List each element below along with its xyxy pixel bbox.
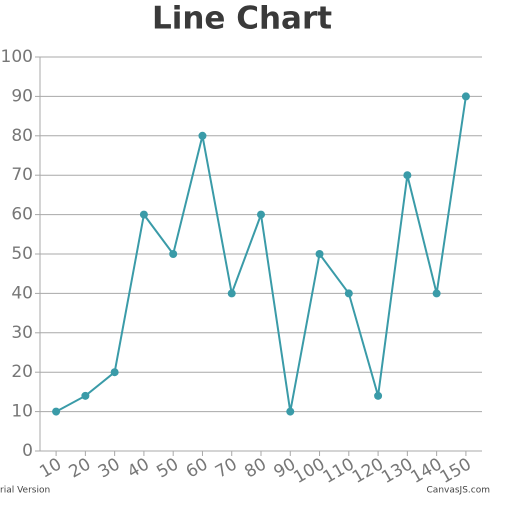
y-tick-label: 100: [1, 47, 33, 67]
x-tick-label: 30: [95, 454, 124, 482]
point: [257, 210, 265, 219]
x-tick-label: 10: [36, 454, 65, 482]
point: [315, 250, 324, 258]
y-tick-label: 70: [11, 165, 33, 185]
point: [169, 250, 178, 258]
point: [110, 368, 119, 377]
point: [198, 131, 207, 140]
point: [81, 391, 90, 400]
y-tick-label: 40: [11, 283, 33, 303]
point: [374, 391, 383, 400]
x-tick-label: 80: [241, 454, 270, 482]
watermark: rial Version: [0, 486, 50, 496]
point: [52, 407, 61, 416]
y-tick-label: 30: [11, 323, 33, 343]
x-tick-label: 150: [437, 454, 475, 488]
y-tick-label: 60: [11, 205, 33, 225]
y-tick-label: 80: [11, 126, 33, 146]
point: [403, 171, 412, 180]
point: [286, 407, 295, 416]
y-tick-label: 50: [11, 244, 33, 264]
x-tick-label: 70: [212, 454, 241, 482]
y-tick-label: 20: [11, 362, 33, 382]
point: [344, 289, 353, 298]
x-tick-label: 50: [153, 454, 182, 482]
point: [139, 210, 148, 219]
point: [461, 92, 470, 101]
chart-title: Line Chart: [152, 1, 332, 37]
y-tick-label: 90: [11, 86, 33, 106]
credit: CanvasJS.com: [427, 486, 490, 496]
y-tick-label: 0: [22, 441, 33, 461]
x-tick-label: 20: [66, 454, 95, 482]
y-tick-label: 10: [11, 402, 33, 422]
point: [227, 289, 236, 298]
x-tick-label: 40: [124, 454, 153, 482]
point: [432, 289, 441, 298]
x-tick-label: 60: [183, 454, 212, 482]
